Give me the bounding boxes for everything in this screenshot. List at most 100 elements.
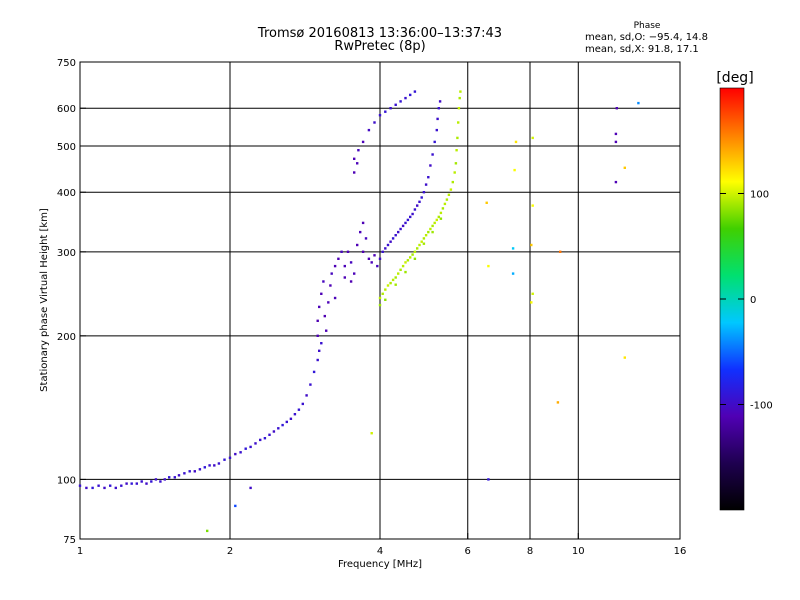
scatter-point: [349, 261, 353, 264]
x-tick-label: 16: [674, 546, 687, 557]
scatter-point: [145, 482, 148, 485]
scatter-point: [389, 240, 392, 243]
scatter-point: [431, 224, 434, 228]
scatter-point: [343, 264, 346, 268]
scatter-point: [436, 117, 439, 121]
scatter-point: [120, 484, 123, 487]
scatter-point: [370, 261, 373, 264]
scatter-point: [327, 301, 330, 304]
scatter-point: [406, 218, 410, 222]
scatter-point: [391, 237, 395, 240]
x-tick-label: 8: [527, 546, 533, 557]
scatter-point: [556, 401, 560, 404]
grid-x: [229, 62, 579, 539]
scatter-point: [413, 257, 417, 260]
scatter-point: [404, 270, 407, 274]
scatter-point: [356, 243, 359, 247]
x-tick-label: 4: [377, 546, 383, 557]
scatter-point: [320, 342, 323, 345]
scatter-point: [438, 100, 442, 103]
scatter-point: [457, 121, 460, 124]
scatter-point: [277, 427, 280, 430]
scatter-point: [198, 468, 202, 471]
scatter-point: [367, 257, 371, 260]
scatter-point: [85, 486, 88, 490]
scatter-point: [130, 482, 133, 485]
scatter-point: [399, 268, 402, 271]
scatter-point: [420, 196, 423, 199]
scatter-point: [353, 272, 356, 275]
scatter-point: [449, 188, 453, 191]
scatter-point: [234, 452, 237, 456]
scatter-point: [333, 296, 337, 300]
colorbar-tick-label: 0: [750, 295, 756, 306]
scatter-point: [183, 472, 186, 475]
scatter-point: [154, 478, 158, 481]
scatter-point: [386, 243, 390, 247]
y-tick-label: 750: [57, 58, 76, 69]
scatter-point: [458, 96, 461, 100]
scatter-point: [637, 101, 640, 105]
header-title: Tromsø 20160813 13:36:00–13:37:43: [257, 26, 503, 41]
scatter-point: [376, 264, 379, 268]
scatter-point: [614, 140, 618, 144]
scatter-point: [361, 250, 365, 253]
scatter-point: [249, 445, 252, 449]
scatter-point: [330, 272, 333, 275]
scatter-point: [378, 303, 382, 307]
scatter-point: [309, 383, 312, 386]
scatter-point: [135, 482, 138, 485]
scatter-point: [353, 171, 356, 174]
scatter-point: [411, 212, 414, 216]
scatter-point: [451, 180, 454, 184]
scatter-point: [389, 107, 392, 110]
scatter-point: [404, 261, 407, 264]
y-tick-label: 400: [57, 188, 76, 199]
scatter-point: [239, 451, 242, 454]
scatter-point: [97, 484, 100, 487]
scatter-point: [418, 243, 421, 247]
scatter-point: [357, 149, 360, 152]
scatter-point: [78, 484, 82, 487]
scatter-point: [370, 432, 373, 435]
scatter-point: [340, 250, 343, 253]
scatter-point: [447, 193, 451, 196]
scatter-point: [413, 208, 417, 211]
scatter-point: [394, 283, 397, 286]
scatter-point: [254, 442, 257, 445]
scatter-point: [381, 250, 384, 253]
scatter-point: [361, 221, 365, 225]
scatter-point: [206, 529, 209, 533]
x-tick-label: 10: [572, 546, 585, 557]
scatter-point: [530, 301, 533, 304]
scatter-point: [188, 470, 191, 473]
scatter-point: [418, 200, 421, 203]
scatter-point: [455, 149, 458, 152]
scatter-point: [381, 292, 384, 295]
phase-stats-x: mean, sd,X: 91.8, 17.1: [585, 44, 699, 55]
scatter-point: [281, 423, 284, 427]
scatter-point: [389, 281, 392, 285]
scatter-point: [114, 486, 117, 490]
scatter-point: [373, 121, 376, 124]
scatter-point: [312, 370, 316, 374]
scatter-points: [78, 90, 640, 533]
scatter-point: [109, 484, 112, 487]
scatter-point: [386, 284, 390, 287]
scatter-point: [431, 230, 434, 234]
x-tick-label: 1: [77, 546, 83, 557]
scatter-point: [401, 264, 405, 268]
scatter-point: [511, 272, 515, 275]
scatter-point: [378, 296, 382, 300]
y-axis-label: Stationary phase Virtual Height [km]: [39, 208, 50, 392]
scatter-point: [406, 259, 410, 262]
scatter-point: [394, 103, 397, 106]
scatter-point: [437, 215, 440, 219]
scatter-point: [364, 237, 368, 240]
scatter-point: [413, 90, 417, 93]
x-axis-ticks: 1 2 4 6 8 10 16: [77, 533, 687, 557]
y-tick-label: 200: [57, 332, 76, 343]
scatter-point: [397, 272, 400, 275]
scatter-point: [454, 162, 458, 165]
